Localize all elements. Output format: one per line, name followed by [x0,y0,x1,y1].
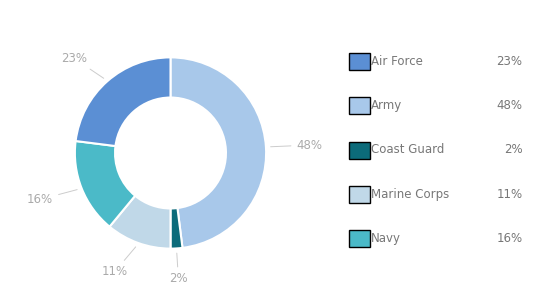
Text: 48%: 48% [497,99,522,112]
Wedge shape [109,196,170,248]
Text: 16%: 16% [27,190,77,206]
Text: Air Force: Air Force [371,55,423,68]
Text: 48%: 48% [271,139,322,151]
Text: 16%: 16% [496,232,522,245]
Wedge shape [75,141,135,227]
Text: Marine Corps: Marine Corps [371,188,449,201]
Text: Navy: Navy [371,232,401,245]
Text: 11%: 11% [496,188,522,201]
Text: 23%: 23% [61,52,104,78]
Text: Coast Guard: Coast Guard [371,144,444,156]
Text: 2%: 2% [504,144,522,156]
Text: 2%: 2% [169,253,188,285]
Text: Army: Army [371,99,403,112]
Text: 11%: 11% [102,247,136,278]
Wedge shape [170,208,183,248]
Wedge shape [76,58,170,146]
Wedge shape [170,58,266,248]
Text: 23%: 23% [497,55,522,68]
